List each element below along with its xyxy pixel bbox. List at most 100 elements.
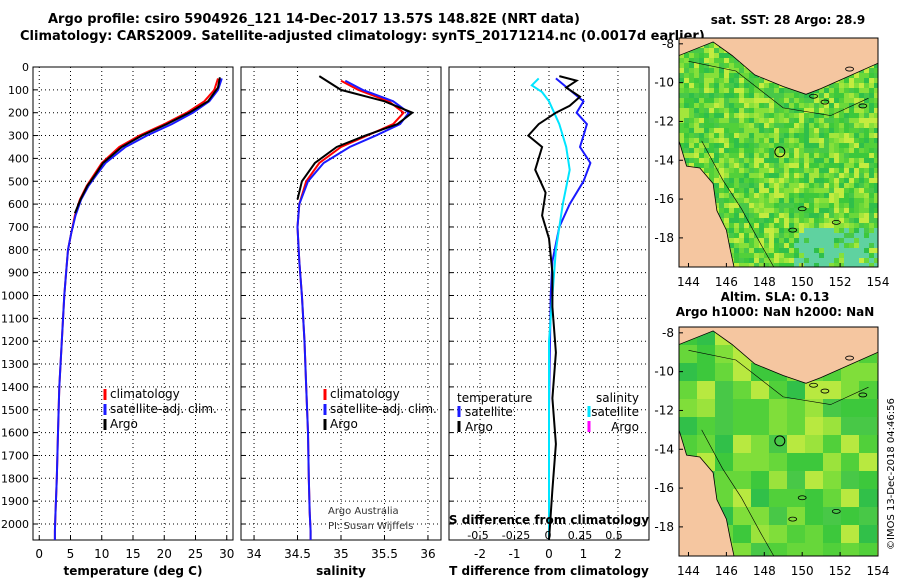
title-line-1: Argo profile: csiro 5904926_121 14-Dec-2… <box>48 12 580 27</box>
profile-panel-salinity <box>240 66 442 541</box>
argo-location-marker <box>774 146 786 158</box>
depth-tick-label: 1500 <box>1 404 29 417</box>
depth-tick-label: 1200 <box>1 335 29 348</box>
x-tick-label: 5 <box>67 547 75 561</box>
legend-label: Argo <box>611 420 639 434</box>
depth-tick-label: 500 <box>8 175 29 188</box>
map-y-tick-label: -10 <box>654 365 674 379</box>
legend-label: satellite-adj. clim. <box>110 402 217 416</box>
map-y-tick-label: -8 <box>662 37 674 51</box>
map-y-tick-label: -16 <box>654 192 674 206</box>
australia-landmass <box>679 429 735 556</box>
legend-label: satellite <box>591 405 639 419</box>
sla-map-title: Altim. SLA: 0.13 <box>721 290 830 304</box>
depth-tick-label: 1100 <box>1 312 29 325</box>
map-x-tick-label: 150 <box>791 564 814 578</box>
reef-outline <box>858 392 868 398</box>
reef-outline <box>845 355 854 361</box>
reef-outline <box>788 227 798 233</box>
x-tick-label: 35 <box>333 547 348 561</box>
map-y-tick-label: -18 <box>654 231 674 245</box>
map-y-tick-label: -16 <box>654 481 674 495</box>
x-tick-label: 15 <box>125 547 140 561</box>
series-line-satellite-adj-clim- <box>53 78 223 540</box>
x-tick-label: 35.5 <box>371 547 398 561</box>
depth-contour <box>688 61 869 116</box>
australia-landmass <box>679 140 735 267</box>
top-tick-label: -0.5 <box>467 529 488 542</box>
depth-tick-label: 200 <box>8 107 29 120</box>
x-tick-label: 20 <box>157 547 172 561</box>
legend-label: satellite <box>465 405 513 419</box>
sst-map-title: sat. SST: 28 Argo: 28.9 <box>711 13 865 27</box>
map-y-tick-label: -14 <box>654 442 674 456</box>
x-axis-label: T difference from climatology <box>449 564 649 578</box>
top-tick-label: 0 <box>545 529 552 542</box>
series-line-argo <box>296 75 415 200</box>
map-y-tick-label: -8 <box>662 326 674 340</box>
x-tick-label: 36 <box>420 547 435 561</box>
depth-tick-label: 800 <box>8 244 29 257</box>
depth-tick-label: 2000 <box>1 518 29 531</box>
x-tick-label: 34 <box>246 547 261 561</box>
top-tick-label: 0.25 <box>568 529 593 542</box>
legend-heading-temperature: temperature <box>457 391 532 405</box>
reef-outline <box>820 99 830 105</box>
depth-tick-label: 1600 <box>1 427 29 440</box>
map-x-tick-label: 150 <box>791 275 814 289</box>
x-axis-label: temperature (deg C) <box>64 564 203 578</box>
legend-heading-salinity: salinity <box>596 391 639 405</box>
png-landmass <box>679 327 878 384</box>
map-y-tick-label: -18 <box>654 520 674 534</box>
reef-outline <box>809 382 818 388</box>
profile-panel-difference <box>448 66 650 541</box>
x-tick-label: -1 <box>509 547 521 561</box>
reef-outline <box>831 508 841 514</box>
depth-tick-label: 400 <box>8 152 29 165</box>
map-field <box>679 38 878 267</box>
depth-tick-label: 100 <box>8 84 29 97</box>
map-frame <box>678 37 879 268</box>
depth-tick-label: 700 <box>8 221 29 234</box>
map-x-tick-label: 144 <box>677 564 700 578</box>
depth-tick-label: 600 <box>8 198 29 211</box>
map-frame <box>678 326 879 557</box>
x-tick-label: 30 <box>219 547 234 561</box>
argo-location-marker <box>774 435 786 447</box>
depth-contour <box>701 140 775 267</box>
x-tick-label: 0 <box>545 547 553 561</box>
map-y-tick-label: -10 <box>654 76 674 90</box>
depth-tick-label: 1300 <box>1 358 29 371</box>
series-line-satellite-adj-clim- <box>296 79 411 540</box>
title-line-2: Climatology: CARS2009. Satellite-adjuste… <box>20 29 705 44</box>
map-y-tick-label: -12 <box>654 403 674 417</box>
legend-label: Argo <box>110 417 138 431</box>
depth-tick-label: 0 <box>22 61 29 74</box>
top-tick-label: 0.5 <box>605 529 623 542</box>
reef-outline <box>788 516 798 522</box>
series-line-argo <box>73 77 221 214</box>
sla-map-subtitle: Argo h1000: NaN h2000: NaN <box>676 305 875 319</box>
top-axis-label: S difference from climatology <box>449 513 649 527</box>
reef-outline <box>831 219 841 225</box>
legend-label: Argo <box>465 420 493 434</box>
map-x-tick-label: 154 <box>867 275 890 289</box>
reef-outline <box>809 93 818 99</box>
x-tick-label: 0 <box>35 547 43 561</box>
map-panel-sla-map <box>678 326 879 557</box>
map-x-tick-label: 144 <box>677 275 700 289</box>
reef-outline <box>797 495 807 501</box>
depth-tick-label: 1400 <box>1 381 29 394</box>
x-tick-label: 34.5 <box>284 547 311 561</box>
credit-line-2: PI: Susan Wijffels <box>328 521 414 532</box>
map-field <box>679 327 878 556</box>
legend-label: climatology <box>110 387 180 401</box>
depth-tick-label: 1900 <box>1 495 29 508</box>
legend-label: Argo <box>330 417 358 431</box>
map-x-tick-label: 152 <box>829 275 852 289</box>
map-y-tick-label: -14 <box>654 153 674 167</box>
png-landmass <box>679 38 878 95</box>
x-tick-label: -2 <box>474 547 486 561</box>
depth-tick-label: 300 <box>8 130 29 143</box>
legend-label: climatology <box>330 387 400 401</box>
